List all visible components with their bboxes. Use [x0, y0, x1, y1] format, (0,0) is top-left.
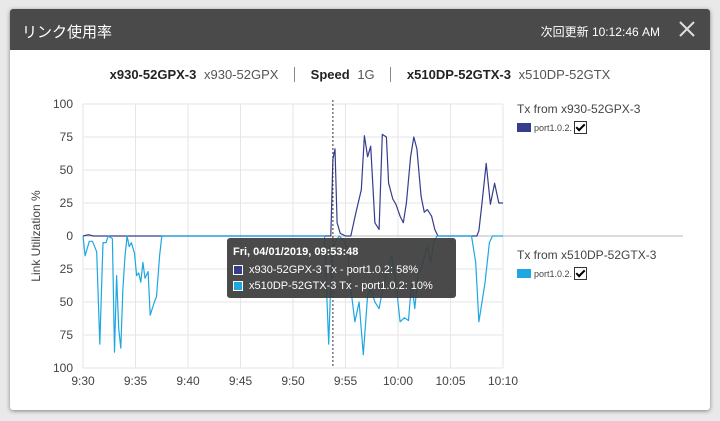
x-tick-label: 10:10	[488, 374, 518, 388]
device-a-model: x930-52GPX	[203, 67, 279, 82]
close-button[interactable]	[676, 18, 698, 40]
legend-tx-a-checkbox[interactable]	[574, 121, 588, 134]
divider	[294, 67, 296, 82]
chart-tooltip: Fri, 04/01/2019, 09:53:48 x930-52GPX-3 T…	[227, 238, 456, 298]
legend-tx-a-item[interactable]: port1.0.2.	[517, 121, 640, 134]
close-icon	[679, 21, 695, 37]
tooltip-swatch-b	[233, 281, 243, 291]
divider	[390, 67, 392, 82]
link-utilization-dialog: リンク使用率 次回更新 10:12:46 AM x930-52GPX-3 x93…	[10, 9, 710, 410]
y-tick-label: 50	[60, 295, 74, 309]
x-tick-label: 9:35	[124, 374, 148, 388]
legend-tx-b-item[interactable]: port1.0.2.	[517, 267, 656, 280]
device-b-name: x510DP-52GTX-3	[406, 67, 511, 82]
legend-tx-a-title: Tx from x930-52GPX-3	[517, 102, 641, 116]
speed-label: Speed	[310, 67, 350, 82]
legend-tx-b: Tx from x510DP-52GTX-3 port1.0.2.	[517, 248, 656, 280]
y-tick-label: 0	[66, 229, 73, 243]
dialog-title: リンク使用率	[22, 24, 113, 41]
next-update-time: 10:12:46 AM	[591, 25, 660, 39]
legend-tx-a: Tx from x930-52GPX-3 port1.0.2.	[517, 102, 640, 134]
tooltip-row-a: x930-52GPX-3 Tx - port1.0.2: 58%	[233, 264, 418, 276]
next-update-caption: 次回更新	[540, 25, 589, 39]
legend-tx-a-port: port1.0.2.	[534, 122, 573, 133]
tooltip-title: Fri, 04/01/2019, 09:53:48	[233, 246, 359, 258]
y-tick-label: 75	[60, 328, 74, 342]
y-tick-label: 75	[60, 130, 74, 144]
y-tick-label: 25	[60, 262, 74, 276]
tooltip-row-b: x510DP-52GTX-3 Tx - port1.0.2: 10%	[233, 280, 433, 292]
x-tick-label: 9:40	[176, 374, 200, 388]
legend-tx-b-title: Tx from x510DP-52GTX-3	[517, 248, 657, 262]
x-tick-label: 9:55	[334, 374, 358, 388]
legend-tx-b-port: port1.0.2.	[534, 268, 573, 279]
next-update-label: 次回更新 10:12:46 AM	[541, 23, 660, 40]
link-info-bar: x930-52GPX-3 x930-52GPX Speed 1G x510DP-…	[10, 67, 710, 82]
x-tick-label: 10:00	[383, 374, 413, 388]
device-b-model: x510DP-52GTX	[518, 67, 611, 82]
y-axis-label: Link Utilization %	[29, 190, 43, 282]
legend-tx-a-swatch	[517, 123, 531, 132]
legend-tx-b-checkbox[interactable]	[574, 267, 588, 280]
utilization-chart[interactable]: 9:30 9:35 9:40 9:45 9:50 9:55 10:00 10:05 10:10 1…	[10, 9, 710, 410]
legend-tx-b-swatch	[517, 269, 531, 278]
y-tick-label: 25	[60, 196, 74, 210]
tooltip-value-a: x930-52GPX-3 Tx - port1.0.2: 58%	[249, 264, 419, 276]
x-tick-label: 9:30	[71, 374, 95, 388]
device-a-name: x930-52GPX-3	[109, 67, 197, 82]
tooltip-swatch-a	[233, 265, 243, 275]
y-tick-label: 100	[53, 361, 73, 375]
dialog-titlebar: リンク使用率 次回更新 10:12:46 AM	[10, 9, 710, 50]
y-tick-label: 100	[53, 97, 73, 111]
tooltip-value-b: x510DP-52GTX-3 Tx - port1.0.2: 10%	[249, 280, 433, 292]
x-tick-label: 9:45	[229, 374, 253, 388]
x-tick-label: 9:50	[281, 374, 305, 388]
speed-value: 1G	[357, 67, 375, 82]
x-tick-label: 10:05	[435, 374, 465, 388]
y-tick-label: 50	[60, 163, 74, 177]
